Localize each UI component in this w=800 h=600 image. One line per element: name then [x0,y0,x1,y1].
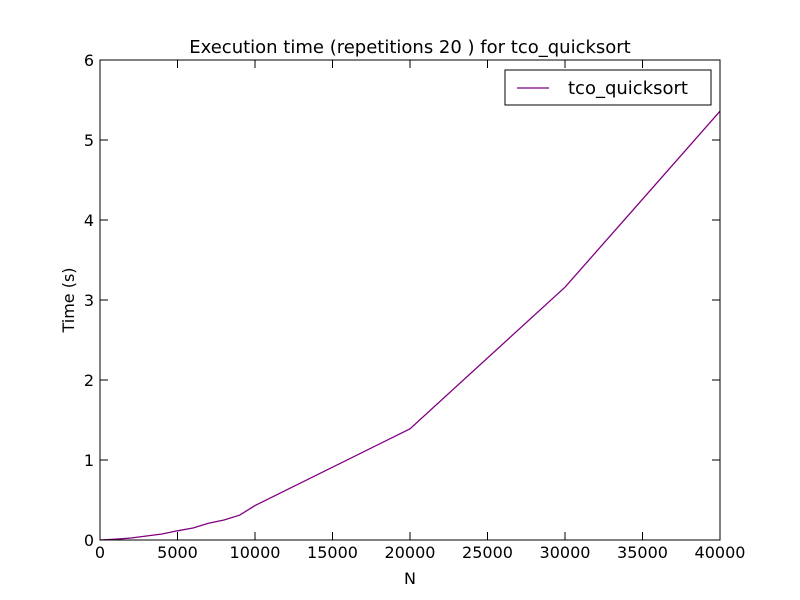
y-tick-label: 2 [84,371,94,390]
y-tick-label: 5 [84,131,94,150]
legend-label: tco_quicksort [568,78,688,99]
x-tick-label: 30000 [540,543,591,562]
y-tick-label: 3 [84,291,94,310]
series-line-tco_quicksort [99,110,721,541]
series-layer [99,110,721,541]
y-tick-label: 6 [84,51,94,70]
x-tick-label: 20000 [385,543,436,562]
x-tick-label: 10000 [230,543,281,562]
x-tick-label: 0 [95,543,105,562]
y-tick-label: 4 [84,211,94,230]
chart-title: Execution time (repetitions 20 ) for tco… [189,37,631,58]
x-tick-label: 40000 [695,543,746,562]
x-tick-label: 15000 [307,543,358,562]
y-axis-label: Time (s) [59,267,78,333]
x-axis-label: N [404,569,416,588]
x-tick-label: 5000 [157,543,198,562]
y-tick-label: 0 [84,531,94,550]
plot-frame [99,59,721,541]
y-tick-label: 1 [84,451,94,470]
x-tick-label: 25000 [462,543,513,562]
x-tick-label: 35000 [617,543,668,562]
legend: tco_quicksort [504,69,712,106]
ticks-layer: 0 5000 10000 15000 20000 25000 30000 35000 40000… [84,51,746,562]
